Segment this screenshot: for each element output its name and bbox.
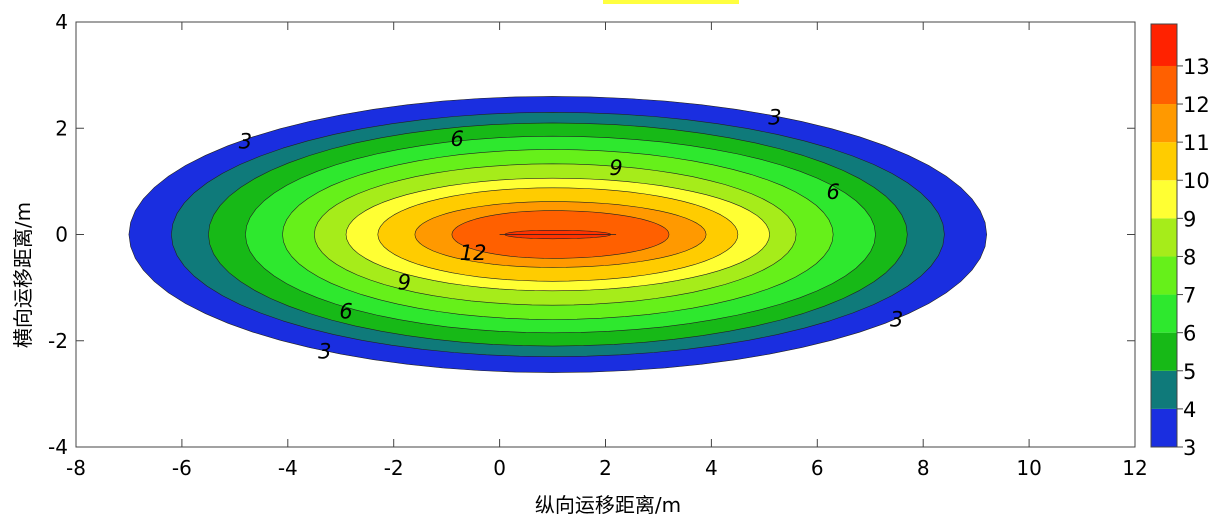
contour-label: 3 — [318, 339, 331, 363]
x-tick-label: 10 — [1016, 456, 1041, 480]
colorbar-segment — [1151, 256, 1177, 295]
colorbar-segment — [1151, 332, 1177, 371]
colorbar-segment — [1151, 142, 1177, 181]
colorbar-segment — [1151, 218, 1177, 257]
colorbar-segment — [1151, 65, 1177, 105]
colorbar-label: 3 — [1183, 436, 1196, 460]
colorbar-segment — [1151, 370, 1177, 409]
contour-label: 6 — [339, 300, 352, 324]
x-tick-label: 0 — [493, 456, 506, 480]
y-axis: -4 -2 0 2 4 — [48, 10, 1135, 459]
colorbar-border — [1150, 23, 1178, 448]
x-tick-label: 12 — [1122, 456, 1147, 480]
colorbar-label: 8 — [1183, 245, 1196, 269]
x-tick-label: 8 — [917, 456, 930, 480]
colorbar-label: 9 — [1183, 207, 1196, 231]
colorbar-segment — [1151, 104, 1177, 143]
y-tick-label: -4 — [48, 435, 68, 459]
contour-label: 3 — [890, 308, 903, 332]
y-tick-label: -2 — [48, 329, 68, 353]
colorbar-label: 12 — [1183, 93, 1210, 117]
x-tick-label: 2 — [599, 456, 612, 480]
colorbar-segment — [1151, 294, 1177, 333]
colorbar: 3 4 5 6 7 8 9 10 11 12 13 — [1150, 23, 1210, 460]
colorbar-label: 5 — [1183, 360, 1196, 384]
colorbar-top-segment — [1151, 24, 1177, 66]
x-tick-label: -8 — [66, 456, 86, 480]
colorbar-label: 13 — [1183, 55, 1210, 79]
contour-label: 3 — [768, 106, 781, 130]
y-tick-label: 2 — [55, 116, 68, 140]
colorbar-label: 7 — [1183, 284, 1196, 308]
contour-label: 3 — [239, 130, 252, 154]
contour-label: 9 — [609, 156, 622, 180]
contour-fills — [128, 96, 988, 373]
top-highlight-mark — [603, 0, 739, 4]
colorbar-label: 6 — [1183, 322, 1196, 346]
x-axis-label: 纵向运移距离/m — [535, 493, 681, 517]
contour-label: 6 — [451, 127, 464, 151]
y-tick-label: 4 — [55, 10, 68, 34]
x-axis: -8 -6 -4 -2 0 2 4 6 8 10 12 — [66, 22, 1148, 480]
y-axis-label: 横向运移距离/m — [11, 202, 35, 348]
colorbar-segment — [1151, 408, 1177, 447]
contour-label: 6 — [826, 180, 839, 204]
colorbar-label: 10 — [1183, 169, 1210, 193]
x-tick-label: 6 — [811, 456, 824, 480]
colorbar-label: 11 — [1183, 131, 1210, 155]
x-tick-label: 4 — [705, 456, 718, 480]
x-tick-label: -2 — [384, 456, 404, 480]
x-tick-label: -6 — [172, 456, 192, 480]
y-tick-label: 0 — [55, 223, 68, 247]
x-tick-label: -4 — [278, 456, 298, 480]
colorbar-label: 4 — [1183, 398, 1196, 422]
colorbar-segment — [1151, 180, 1177, 219]
contour-label: 9 — [398, 270, 411, 294]
contour-label: 12 — [460, 241, 487, 265]
